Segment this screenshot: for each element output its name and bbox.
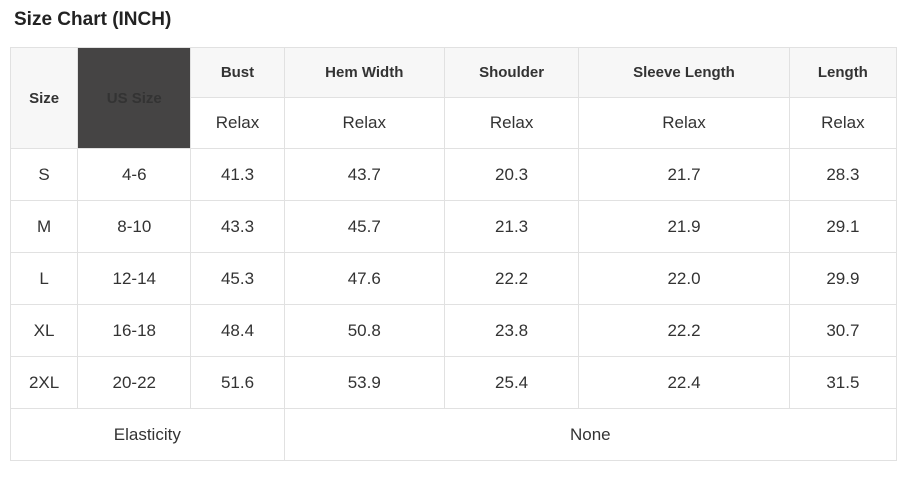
fit-cell-bust: Relax xyxy=(190,97,285,149)
length-cell: 31.5 xyxy=(788,356,898,409)
us-size-cell: 12-14 xyxy=(77,252,192,305)
bust-cell: 45.3 xyxy=(190,252,285,305)
sleeve-length-cell: 22.0 xyxy=(578,252,790,305)
size-row-s: S 4-6 41.3 43.7 20.3 21.7 28.3 xyxy=(9,148,898,201)
shoulder-cell: 21.3 xyxy=(443,200,580,253)
us-size-cell: 8-10 xyxy=(77,200,192,253)
us-size-cell: 20-22 xyxy=(77,356,192,409)
fit-cell-shoulder: Relax xyxy=(443,97,580,149)
hem-width-cell: 53.9 xyxy=(283,356,445,409)
bust-cell: 48.4 xyxy=(190,304,285,357)
header-shoulder: Shoulder xyxy=(443,47,580,98)
header-row: Size US Size Bust Hem Width Shoulder Sle… xyxy=(9,47,898,149)
fit-row: Relax Relax Relax Relax Relax xyxy=(11,97,898,149)
sleeve-length-cell: 22.2 xyxy=(578,304,790,357)
size-cell: M xyxy=(9,200,79,253)
fit-cell-hem-width: Relax xyxy=(283,97,445,149)
length-cell: 30.7 xyxy=(788,304,898,357)
size-row-2xl: 2XL 20-22 51.6 53.9 25.4 22.4 31.5 xyxy=(9,356,898,409)
bust-cell: 41.3 xyxy=(190,148,285,201)
fit-cell-sleeve-length: Relax xyxy=(578,97,790,149)
size-chart-table: Size US Size Bust Hem Width Shoulder Sle… xyxy=(9,47,898,461)
sleeve-length-cell: 22.4 xyxy=(578,356,790,409)
header-hem-width: Hem Width xyxy=(283,47,445,98)
shoulder-cell: 22.2 xyxy=(443,252,580,305)
size-cell: XL xyxy=(9,304,79,357)
shoulder-cell: 20.3 xyxy=(443,148,580,201)
size-row-xl: XL 16-18 48.4 50.8 23.8 22.2 30.7 xyxy=(9,304,898,357)
elasticity-row: Elasticity None xyxy=(10,408,898,461)
shoulder-cell: 23.8 xyxy=(443,304,580,357)
bust-cell: 51.6 xyxy=(190,356,285,409)
hem-width-cell: 43.7 xyxy=(283,148,445,201)
size-chart-page: Size Chart (INCH) Size US Size Bust Hem … xyxy=(0,8,904,478)
size-cell: 2XL xyxy=(9,356,79,409)
length-cell: 29.1 xyxy=(788,200,898,253)
fit-cell-length: Relax xyxy=(788,97,898,149)
header-size: Size xyxy=(9,47,79,149)
bust-cell: 43.3 xyxy=(190,200,285,253)
size-row-m: M 8-10 43.3 45.7 21.3 21.9 29.1 xyxy=(9,200,898,253)
header-us-size: US Size xyxy=(77,47,192,149)
size-cell: S xyxy=(9,148,79,201)
sleeve-length-cell: 21.7 xyxy=(578,148,790,201)
size-row-l: L 12-14 45.3 47.6 22.2 22.0 29.9 xyxy=(9,252,898,305)
sleeve-length-cell: 21.9 xyxy=(578,200,790,253)
header-bust: Bust xyxy=(190,47,285,98)
length-cell: 28.3 xyxy=(788,148,898,201)
page-title: Size Chart (INCH) xyxy=(14,9,172,30)
hem-width-cell: 50.8 xyxy=(283,304,445,357)
size-cell: L xyxy=(9,252,79,305)
us-size-cell: 16-18 xyxy=(77,304,192,357)
header-sleeve-length: Sleeve Length xyxy=(578,47,790,98)
elasticity-value-cell: None xyxy=(283,408,898,461)
us-size-cell: 4-6 xyxy=(77,148,192,201)
elasticity-label-cell: Elasticity xyxy=(10,408,285,461)
hem-width-cell: 45.7 xyxy=(283,200,445,253)
header-length: Length xyxy=(788,47,898,98)
shoulder-cell: 25.4 xyxy=(443,356,580,409)
hem-width-cell: 47.6 xyxy=(283,252,445,305)
length-cell: 29.9 xyxy=(788,252,898,305)
